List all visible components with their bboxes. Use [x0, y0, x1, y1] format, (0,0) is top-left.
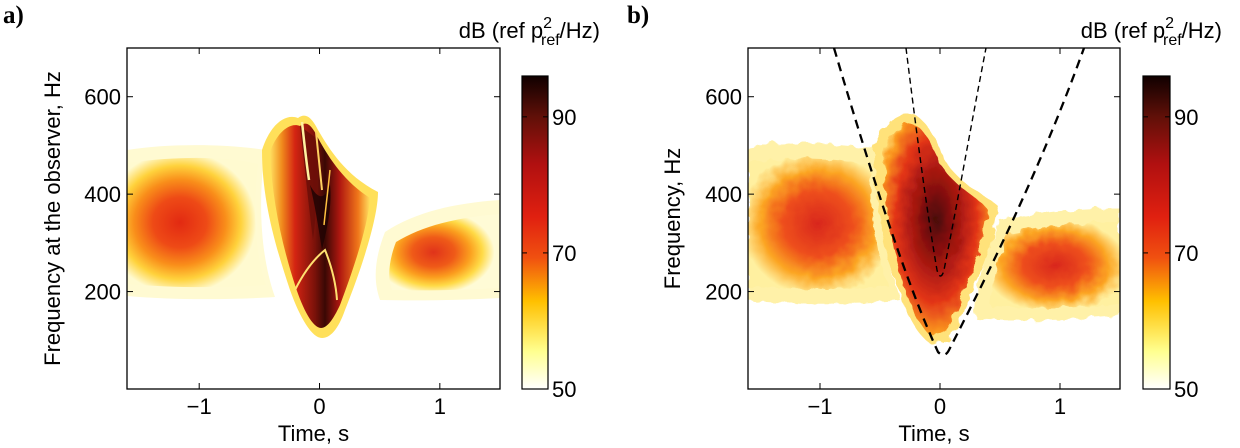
panel-a-xtick-label: 0 — [313, 394, 325, 419]
panel-a-v-streak-2 — [310, 185, 331, 250]
panel-b-colorbar-tick-label: 90 — [1174, 105, 1198, 130]
panel-a-ytick-label: 200 — [84, 280, 121, 305]
panel-b-colorbar-label-prefix: dB (ref p — [1081, 18, 1165, 43]
panel-a-xtick-label: 1 — [434, 394, 446, 419]
panel-a-v-ridge-1 — [300, 121, 311, 181]
panel-a-ytick-label: 600 — [84, 85, 121, 110]
panel-a-v-streak-1 — [300, 126, 317, 240]
panel-a-colorbar-tick-label: 50 — [552, 377, 576, 402]
panel-a-xtick-label: −1 — [187, 394, 212, 419]
panel-b-xtick-label: 0 — [934, 394, 946, 419]
panel-b-colorbar-label-sup: 2 — [1165, 15, 1174, 32]
panel-a-colorbar-tick-label: 90 — [552, 105, 576, 130]
panel-b-colorbar — [1142, 75, 1171, 390]
panel-b-ytick-label: 200 — [705, 280, 742, 305]
panel-b-v-main — [884, 123, 988, 336]
panel-a-colorbar-label-suffix: /Hz) — [560, 18, 600, 43]
panel-a-plot-frame — [126, 47, 501, 390]
panel-b-colorbar-tick-label: 50 — [1174, 377, 1198, 402]
panel-a-colorbar-label-sup: 2 — [543, 15, 552, 32]
panel-a-v-ridge-2 — [315, 131, 323, 191]
panel-b-approach-core — [748, 158, 888, 289]
panel-a-letter: a) — [3, 2, 24, 29]
panel-b-ytick-label: 600 — [705, 85, 742, 110]
panel-b-xtick-label: 1 — [1054, 394, 1066, 419]
panel-a-axes: −1 0 1 200 400 600 Time, s Frequency at the obs… — [40, 15, 600, 446]
panel-a-colorbar-label: dB (ref p2 ref/Hz) — [459, 15, 600, 49]
panel-a-ylabel: Frequency at the observer, Hz — [40, 71, 65, 366]
panel-b-inner-dashed-curve — [905, 48, 987, 277]
panel-b-ytick-label: 400 — [705, 182, 742, 207]
panel-b-colorbar-label-suffix: /Hz) — [1182, 18, 1222, 43]
panel-b-colorbar-label: dB (ref p2 ref/Hz) — [1081, 15, 1222, 49]
panel-b-letter: b) — [627, 2, 650, 29]
panel-a-xlabel: Time, s — [278, 421, 349, 446]
panel-a-v-ridge-3 — [323, 169, 331, 226]
panel-a-ytick-label: 400 — [84, 182, 121, 207]
panel-a-colorbar — [521, 75, 549, 390]
panel-b-colorbar-label-sub: ref — [1163, 32, 1182, 49]
panel-a-colorbar-label-prefix: dB (ref p — [459, 18, 543, 43]
panel-b-axes: −1 0 1 200 400 600 Time, s Frequency, Hz 50 70 90 d… — [660, 15, 1222, 446]
panel-b-xlabel: Time, s — [898, 421, 969, 446]
panel-a-heatmap — [127, 115, 500, 338]
panel-b-ylabel: Frequency, Hz — [660, 148, 685, 289]
panel-b-outer-dashed-curve — [832, 48, 1086, 356]
panel-a-colorbar-label-sub: ref — [541, 32, 560, 49]
panel-b-colorbar-tick-label: 70 — [1174, 241, 1198, 266]
panel-a-approach-core — [127, 157, 266, 288]
panel-b-xtick-label: −1 — [807, 394, 832, 419]
panel-b-recede-core — [990, 222, 1120, 309]
panel-a-colorbar-tick-label: 70 — [552, 241, 576, 266]
panel-a-v-gap — [294, 248, 338, 301]
panel-b-heatmap — [748, 48, 1120, 356]
panel-b-plot-frame — [747, 47, 1121, 390]
panel-a-recede-core — [389, 214, 500, 291]
